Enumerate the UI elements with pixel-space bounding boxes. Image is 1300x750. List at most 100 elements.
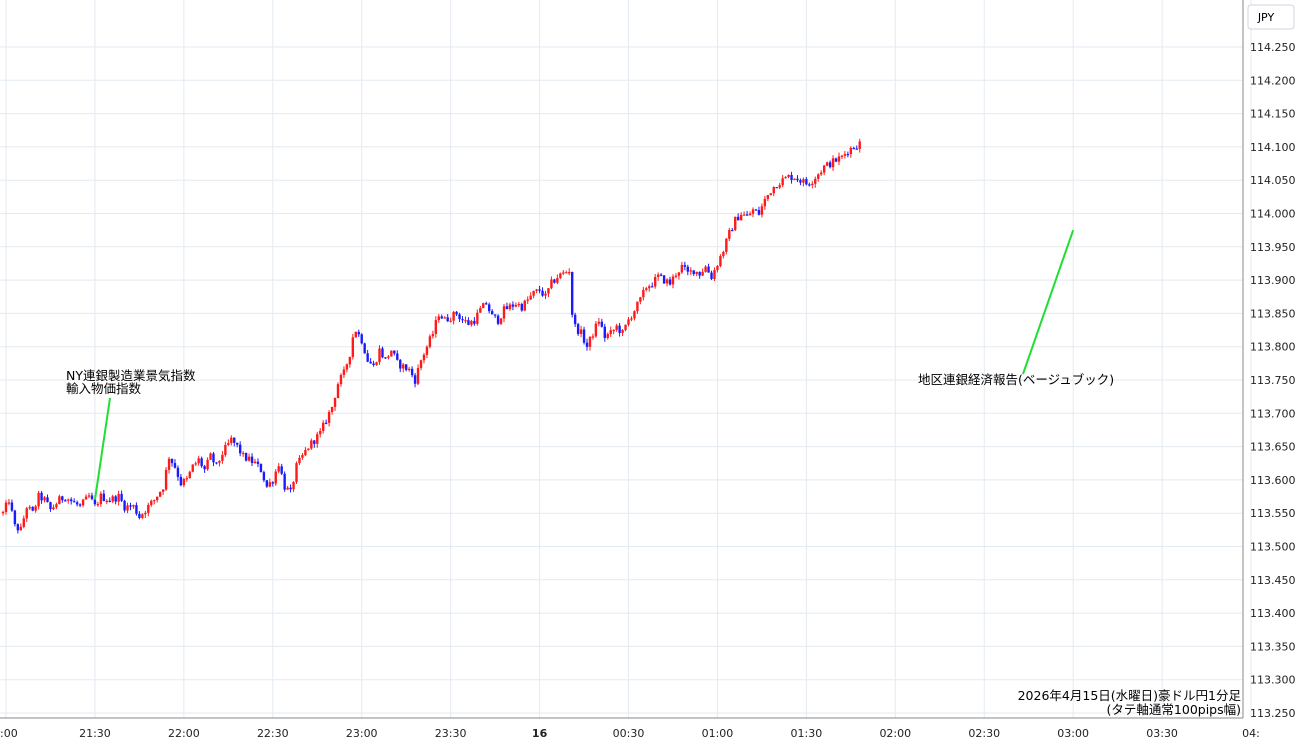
candle-body — [357, 331, 360, 335]
candle-body — [680, 265, 684, 273]
candle-body — [289, 487, 292, 490]
currency-badge[interactable] — [1247, 4, 1295, 30]
candle-body — [736, 216, 740, 221]
candle-body — [46, 497, 49, 503]
candle-body — [170, 458, 174, 464]
candle-body — [828, 162, 832, 168]
candle-body — [692, 270, 695, 275]
candle-body — [342, 369, 346, 375]
candle-body — [588, 336, 592, 347]
candle-body — [443, 317, 446, 319]
candle-body — [144, 512, 147, 515]
candle-body — [728, 229, 731, 239]
y-tick-label: 114.000 — [1250, 208, 1296, 221]
x-tick-label: 02:30 — [968, 727, 1000, 740]
candle-body — [778, 185, 781, 188]
candle-body — [135, 505, 138, 514]
candle-body — [772, 187, 775, 194]
candle-body — [22, 518, 25, 527]
candle-body — [621, 330, 624, 333]
candle-body — [852, 147, 855, 150]
x-tick-label: 03:00 — [1057, 727, 1089, 740]
candle-body — [532, 290, 535, 296]
candle-body — [769, 193, 772, 196]
candle-body — [781, 178, 784, 186]
candle-body — [677, 272, 681, 276]
candle-body — [280, 466, 283, 474]
candle-body — [40, 492, 43, 501]
y-tick-label: 113.600 — [1250, 474, 1296, 487]
candle-body — [126, 505, 129, 511]
candle-body — [1, 511, 5, 514]
candle-body — [805, 179, 808, 185]
candle-body — [464, 320, 467, 322]
candle-body — [514, 304, 518, 307]
candle-body — [375, 362, 378, 366]
candle-body — [354, 331, 357, 338]
candle-body — [416, 367, 420, 384]
candle-body — [241, 452, 245, 455]
candle-body — [579, 329, 583, 334]
candle-body — [295, 463, 298, 483]
candle-body — [482, 303, 485, 309]
y-tick-label: 113.550 — [1250, 507, 1296, 520]
candle-body — [458, 314, 461, 320]
candle-body — [333, 398, 337, 407]
x-tick-label: 21:30 — [79, 727, 111, 740]
candle-body — [535, 289, 538, 291]
candle-body — [565, 272, 568, 274]
candle-body — [479, 308, 482, 313]
x-tick-label: 04: — [1242, 727, 1260, 740]
candle-body — [428, 336, 432, 347]
candle-body — [19, 526, 23, 531]
candle-body — [817, 174, 820, 179]
y-tick-label: 113.450 — [1250, 574, 1296, 587]
candle-body — [695, 271, 698, 275]
candle-body — [787, 174, 790, 178]
candle-body — [603, 326, 606, 338]
candle-body — [34, 506, 37, 511]
candle-body — [209, 453, 212, 460]
x-tick-label: 23:00 — [346, 727, 378, 740]
candle-body — [493, 314, 497, 316]
candle-body — [90, 495, 94, 500]
y-tick-label: 114.050 — [1250, 174, 1296, 187]
candle-body — [179, 476, 183, 486]
candle-body — [476, 312, 479, 324]
candle-body — [301, 455, 304, 458]
candle-body — [725, 238, 728, 252]
candle-body — [751, 209, 755, 214]
candle-body — [185, 478, 189, 480]
candle-body — [413, 375, 417, 384]
candle-body — [825, 162, 829, 166]
candle-body — [796, 178, 799, 181]
candle-body — [653, 277, 657, 287]
candle-body — [78, 504, 82, 506]
y-tick-label: 114.150 — [1250, 108, 1296, 121]
candle-body — [191, 464, 194, 472]
candle-body — [553, 279, 556, 283]
candle-body — [402, 364, 405, 369]
candle-body — [206, 459, 209, 470]
x-tick-label: 03:30 — [1146, 727, 1178, 740]
candle-body — [93, 499, 97, 505]
candle-body — [212, 453, 215, 463]
candle-body — [568, 272, 571, 274]
x-tick-label: 01:30 — [791, 727, 823, 740]
candle-body — [250, 456, 254, 463]
x-tick-label: 16 — [532, 727, 548, 740]
candle-body — [7, 502, 11, 504]
candle-body — [630, 318, 633, 320]
candle-body — [434, 320, 438, 334]
annotation-pointer — [93, 397, 111, 501]
candle-body — [591, 336, 595, 338]
candle-body — [117, 493, 120, 502]
candle-body — [499, 318, 503, 324]
x-tick-label: :00 — [0, 727, 18, 740]
candle-body — [286, 487, 289, 490]
candle-body — [855, 148, 858, 150]
candle-body — [215, 462, 218, 464]
chart-caption-line1: 2026年4月15日(水曜日)豪ドル円1分足 — [1018, 688, 1242, 703]
